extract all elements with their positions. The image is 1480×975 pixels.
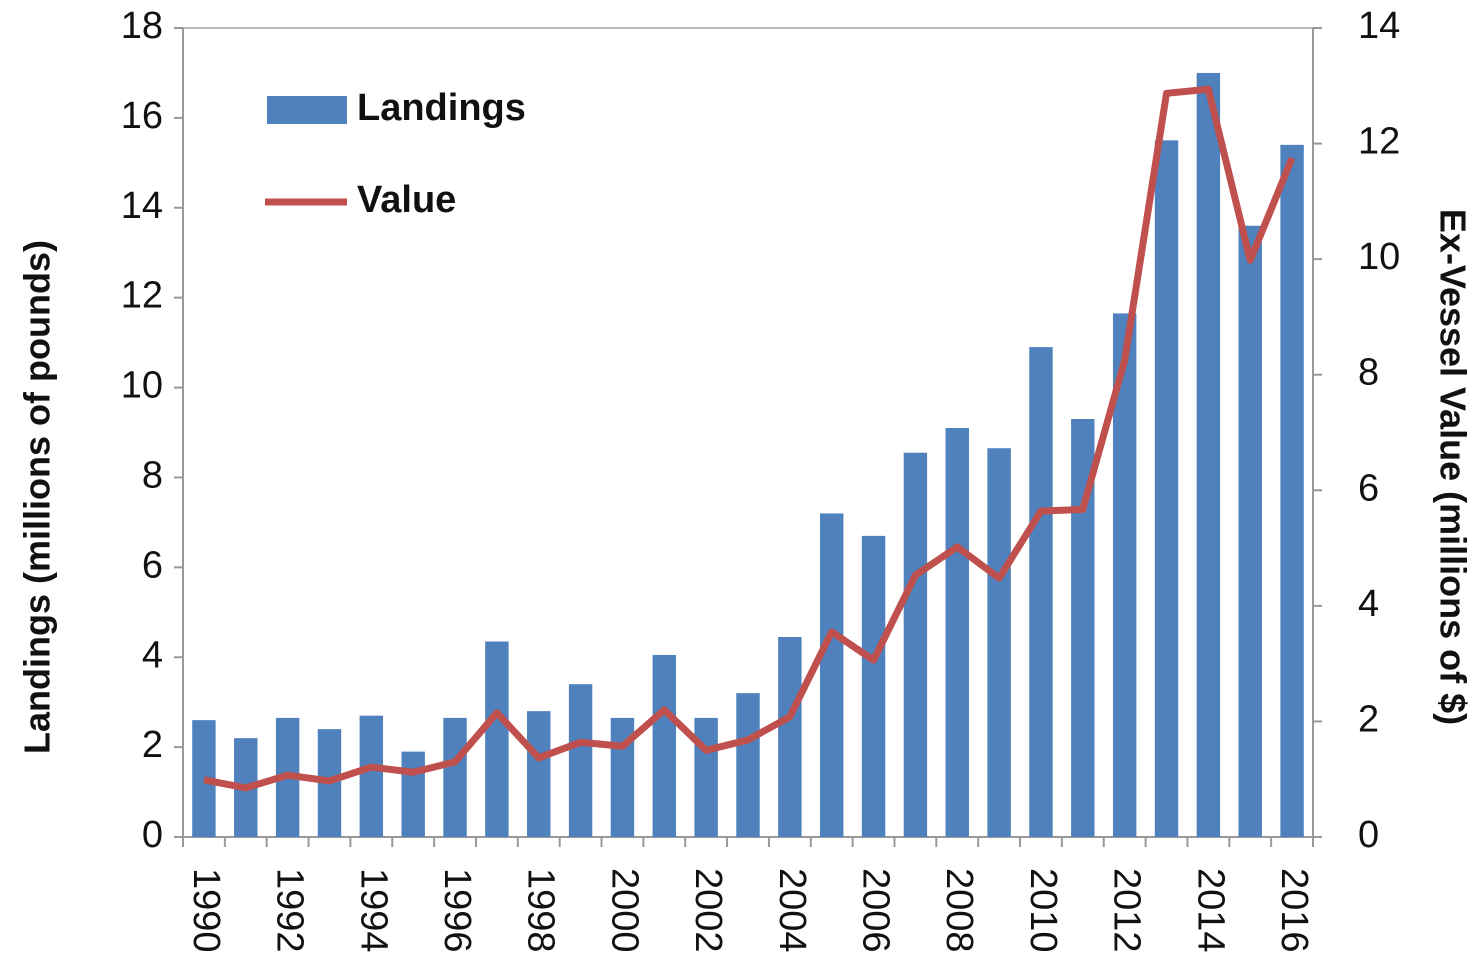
bar (903, 452, 928, 837)
legend-swatch (267, 96, 347, 124)
y-tick-label: 14 (121, 185, 163, 227)
y2-tick-label: 14 (1358, 5, 1400, 47)
x-tick-label: 1990 (185, 868, 227, 953)
bar (861, 535, 886, 837)
y2-tick-label: 0 (1358, 814, 1379, 856)
y-tick-label: 6 (142, 544, 163, 586)
line (203, 85, 1296, 792)
bar (1029, 347, 1053, 837)
x-tick-label: 1994 (352, 868, 394, 953)
y2-tick-label: 12 (1358, 121, 1400, 163)
bar (736, 693, 760, 837)
y2-tick-label: 8 (1358, 352, 1379, 394)
y2-tick-label: 10 (1358, 236, 1400, 278)
y-tick-label: 8 (142, 454, 163, 496)
bar (819, 513, 844, 837)
x-tick-label: 2006 (855, 868, 897, 953)
bar (192, 720, 216, 837)
bar (694, 717, 718, 837)
bar (652, 654, 677, 837)
y-axis-label: Landings (millions of pounds) (17, 240, 58, 754)
y-tick-label: 18 (121, 5, 163, 47)
x-tick-label: 2016 (1273, 868, 1315, 953)
x-tick-label: 2012 (1106, 868, 1148, 953)
y-tick-label: 4 (142, 634, 163, 676)
bar (527, 711, 551, 837)
x-tick-label: 1992 (269, 868, 311, 953)
bar (1154, 140, 1179, 838)
bar (945, 428, 969, 837)
y2-tick-label: 4 (1358, 583, 1379, 625)
y-tick-label: 2 (142, 724, 163, 766)
legend-label: Landings (357, 87, 526, 129)
bar (1280, 144, 1304, 837)
bar (1196, 72, 1221, 837)
bar (359, 715, 384, 837)
bar (401, 751, 425, 837)
x-tick-label: 1998 (520, 868, 562, 953)
y-tick-label: 16 (121, 95, 163, 137)
x-tick-label: 2002 (687, 868, 729, 953)
bar (1112, 313, 1137, 837)
bar (485, 641, 509, 837)
bar (1238, 225, 1262, 837)
y2-tick-label: 2 (1358, 698, 1379, 740)
x-tick-label: 2004 (771, 868, 813, 953)
y2-axis-label: Ex-Vessel Value (millions of $) (1432, 209, 1473, 725)
bar (987, 448, 1011, 837)
x-tick-label: 2008 (938, 868, 980, 953)
bar (1071, 419, 1095, 837)
x-tick-label: 2010 (1022, 868, 1064, 953)
bar (443, 717, 467, 837)
y2-tick-label: 6 (1358, 467, 1379, 509)
y-tick-label: 0 (142, 814, 163, 856)
legend-label: Value (357, 179, 456, 221)
x-tick-label: 1996 (436, 868, 478, 953)
y-tick-label: 10 (121, 365, 163, 407)
x-tick-label: 2000 (603, 868, 645, 953)
bar (778, 636, 802, 837)
bar (568, 684, 593, 837)
y-tick-label: 12 (121, 275, 163, 317)
x-tick-label: 2014 (1189, 868, 1231, 953)
